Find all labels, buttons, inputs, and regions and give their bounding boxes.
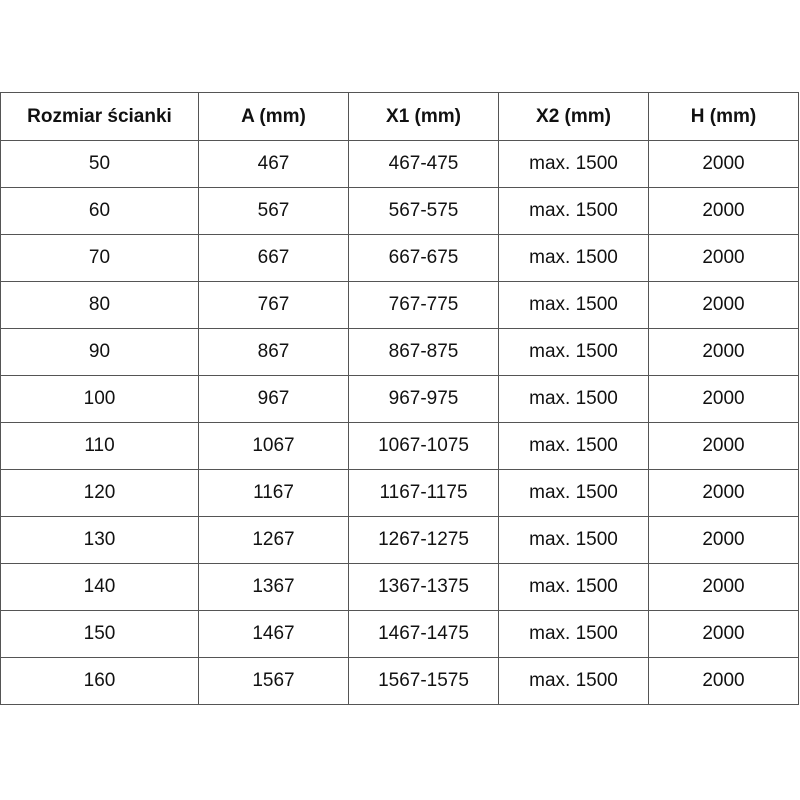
table-cell: 1567 [198, 657, 349, 705]
table-row: 50 467 467-475 max. 1500 2000 [0, 140, 799, 188]
table-row: 60 567 567-575 max. 1500 2000 [0, 187, 799, 235]
table-row: 130 1267 1267-1275 max. 1500 2000 [0, 516, 799, 564]
table-cell: max. 1500 [498, 422, 649, 470]
table-cell: 2000 [648, 140, 799, 188]
table-cell: 130 [0, 516, 199, 564]
header-row: Rozmiar ścianki A (mm) X1 (mm) X2 (mm) H… [0, 92, 799, 141]
table-cell: 1367-1375 [348, 563, 499, 611]
table-row: 70 667 667-675 max. 1500 2000 [0, 234, 799, 282]
table-cell: 110 [0, 422, 199, 470]
table-cell: max. 1500 [498, 469, 649, 517]
table-cell: 60 [0, 187, 199, 235]
table-cell: max. 1500 [498, 140, 649, 188]
table-cell: 2000 [648, 375, 799, 423]
table-row: 80 767 767-775 max. 1500 2000 [0, 281, 799, 329]
table-cell: max. 1500 [498, 187, 649, 235]
table-cell: 2000 [648, 281, 799, 329]
table-row: 150 1467 1467-1475 max. 1500 2000 [0, 610, 799, 658]
table-cell: max. 1500 [498, 234, 649, 282]
table-cell: 1067 [198, 422, 349, 470]
table-cell: 2000 [648, 187, 799, 235]
table-cell: 1267-1275 [348, 516, 499, 564]
table-row: 110 1067 1067-1075 max. 1500 2000 [0, 422, 799, 470]
table-cell: 2000 [648, 328, 799, 376]
table-cell: 120 [0, 469, 199, 517]
table-row: 160 1567 1567-1575 max. 1500 2000 [0, 657, 799, 705]
table-cell: 1067-1075 [348, 422, 499, 470]
table-row: 100 967 967-975 max. 1500 2000 [0, 375, 799, 423]
table-cell: 80 [0, 281, 199, 329]
header-cell: X2 (mm) [498, 92, 649, 141]
table-cell: 967-975 [348, 375, 499, 423]
table-cell: 567-575 [348, 187, 499, 235]
table-cell: 467-475 [348, 140, 499, 188]
table-cell: 1167 [198, 469, 349, 517]
table-row: 120 1167 1167-1175 max. 1500 2000 [0, 469, 799, 517]
table-cell: 1567-1575 [348, 657, 499, 705]
table-cell: 1467 [198, 610, 349, 658]
header-cell: A (mm) [198, 92, 349, 141]
table-cell: max. 1500 [498, 375, 649, 423]
table-cell: max. 1500 [498, 610, 649, 658]
table-cell: max. 1500 [498, 563, 649, 611]
table-cell: 50 [0, 140, 199, 188]
table-cell: 2000 [648, 234, 799, 282]
table-cell: 90 [0, 328, 199, 376]
table-cell: 1167-1175 [348, 469, 499, 517]
table-cell: max. 1500 [498, 657, 649, 705]
table-cell: 1467-1475 [348, 610, 499, 658]
table-cell: 667-675 [348, 234, 499, 282]
table-cell: 767 [198, 281, 349, 329]
table-cell: 70 [0, 234, 199, 282]
table-cell: 867 [198, 328, 349, 376]
table-cell: max. 1500 [498, 328, 649, 376]
table-cell: 2000 [648, 657, 799, 705]
table-cell: 567 [198, 187, 349, 235]
table-cell: 2000 [648, 469, 799, 517]
table-row: 140 1367 1367-1375 max. 1500 2000 [0, 563, 799, 611]
header-cell: Rozmiar ścianki [0, 92, 199, 141]
table-cell: 2000 [648, 422, 799, 470]
header-cell: H (mm) [648, 92, 799, 141]
table-cell: 140 [0, 563, 199, 611]
table-cell: 100 [0, 375, 199, 423]
table-cell: 467 [198, 140, 349, 188]
table-cell: max. 1500 [498, 516, 649, 564]
table-row: 90 867 867-875 max. 1500 2000 [0, 328, 799, 376]
table-cell: 160 [0, 657, 199, 705]
table-cell: 2000 [648, 610, 799, 658]
table-cell: 2000 [648, 563, 799, 611]
table-cell: 1367 [198, 563, 349, 611]
header-cell: X1 (mm) [348, 92, 499, 141]
table-cell: 967 [198, 375, 349, 423]
table-cell: 150 [0, 610, 199, 658]
table-cell: max. 1500 [498, 281, 649, 329]
table-cell: 1267 [198, 516, 349, 564]
table-cell: 867-875 [348, 328, 499, 376]
table-cell: 767-775 [348, 281, 499, 329]
table-cell: 2000 [648, 516, 799, 564]
table-cell: 667 [198, 234, 349, 282]
dimensions-table: Rozmiar ścianki A (mm) X1 (mm) X2 (mm) H… [0, 92, 799, 705]
